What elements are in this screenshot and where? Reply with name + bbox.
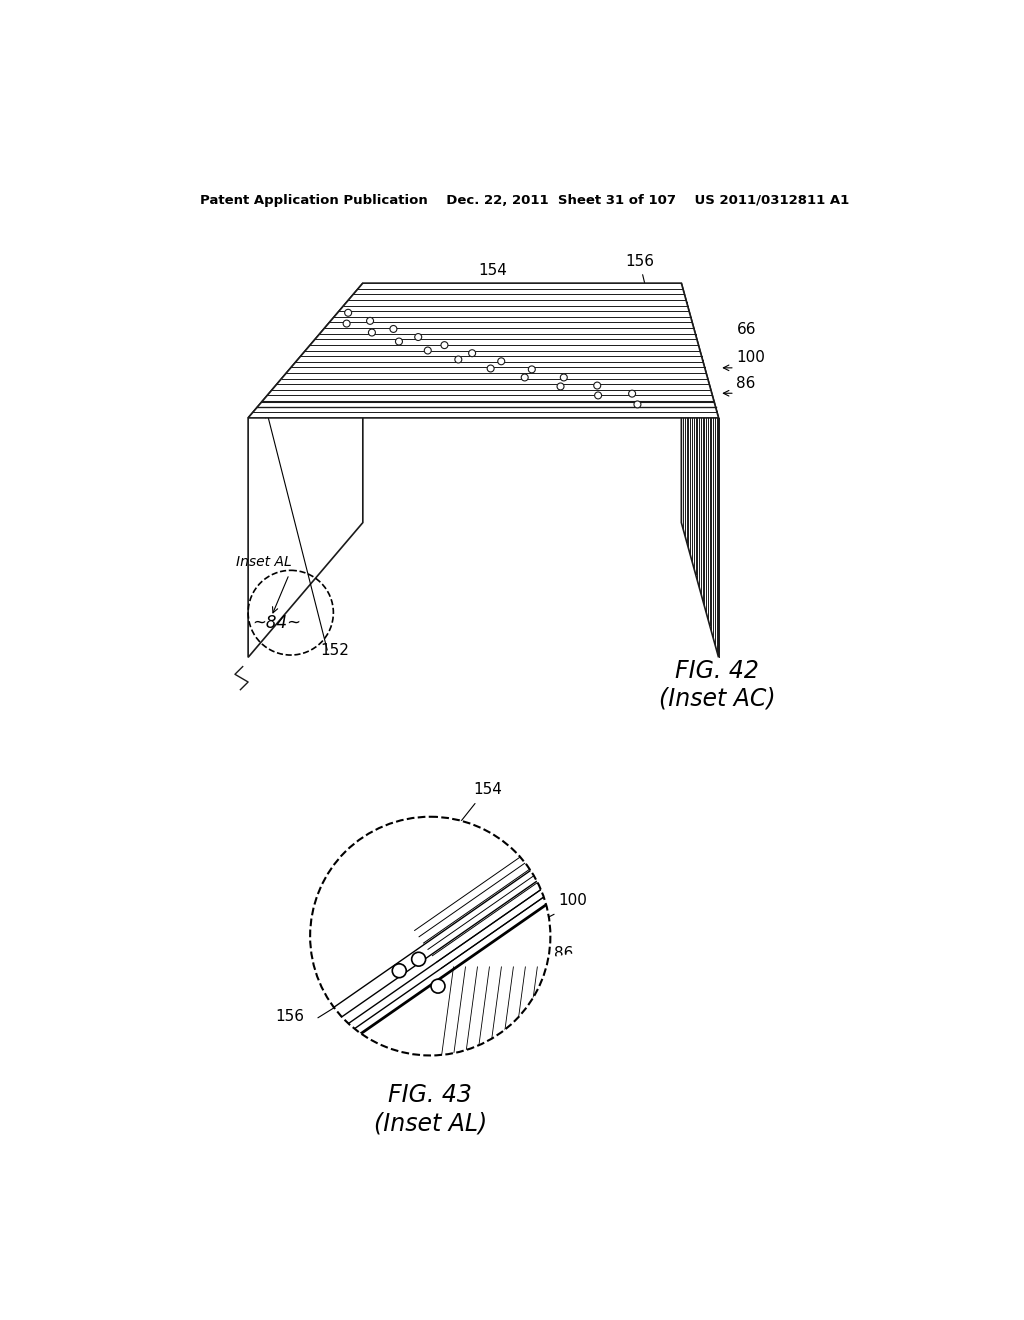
Circle shape [521, 374, 528, 381]
Circle shape [345, 309, 351, 317]
Polygon shape [248, 284, 362, 657]
Circle shape [392, 964, 407, 978]
Circle shape [441, 342, 447, 348]
Text: Patent Application Publication    Dec. 22, 2011  Sheet 31 of 107    US 2011/0312: Patent Application Publication Dec. 22, … [200, 194, 850, 207]
Circle shape [369, 329, 376, 337]
Text: 66: 66 [736, 322, 756, 337]
Text: FIG. 43: FIG. 43 [388, 1082, 472, 1106]
Circle shape [469, 350, 475, 356]
Text: 153: 153 [506, 1036, 536, 1051]
Text: 152: 152 [477, 920, 506, 936]
Circle shape [557, 383, 564, 389]
Text: 152: 152 [321, 643, 349, 659]
Circle shape [595, 392, 601, 399]
Circle shape [455, 356, 462, 363]
Circle shape [343, 319, 350, 327]
Text: ~84~: ~84~ [252, 614, 301, 632]
Polygon shape [248, 284, 719, 418]
Circle shape [390, 326, 397, 333]
Text: 86: 86 [736, 376, 756, 391]
Circle shape [487, 366, 495, 372]
Circle shape [415, 334, 422, 341]
Circle shape [310, 817, 550, 1056]
Circle shape [498, 358, 505, 364]
Polygon shape [445, 952, 601, 1090]
Circle shape [528, 366, 536, 372]
Circle shape [594, 381, 601, 389]
Circle shape [367, 317, 374, 325]
Text: 100: 100 [736, 350, 765, 366]
Circle shape [395, 338, 402, 345]
Text: 156: 156 [322, 348, 350, 389]
Text: 84: 84 [545, 979, 564, 994]
Text: FIG. 42: FIG. 42 [675, 659, 759, 684]
Text: 154: 154 [478, 264, 507, 305]
Text: (Inset AL): (Inset AL) [374, 1111, 486, 1137]
Text: Inset AL: Inset AL [237, 556, 292, 569]
Circle shape [424, 347, 431, 354]
Text: 100: 100 [558, 894, 587, 908]
Text: (Inset AC): (Inset AC) [658, 686, 775, 710]
Text: 156: 156 [625, 255, 654, 293]
Text: 156: 156 [275, 1008, 304, 1024]
Polygon shape [681, 284, 719, 657]
Text: 154: 154 [473, 781, 502, 797]
Circle shape [412, 952, 426, 966]
Circle shape [560, 374, 567, 381]
Circle shape [629, 391, 636, 397]
Circle shape [634, 401, 641, 408]
Circle shape [431, 979, 445, 993]
Text: 86: 86 [554, 945, 573, 961]
